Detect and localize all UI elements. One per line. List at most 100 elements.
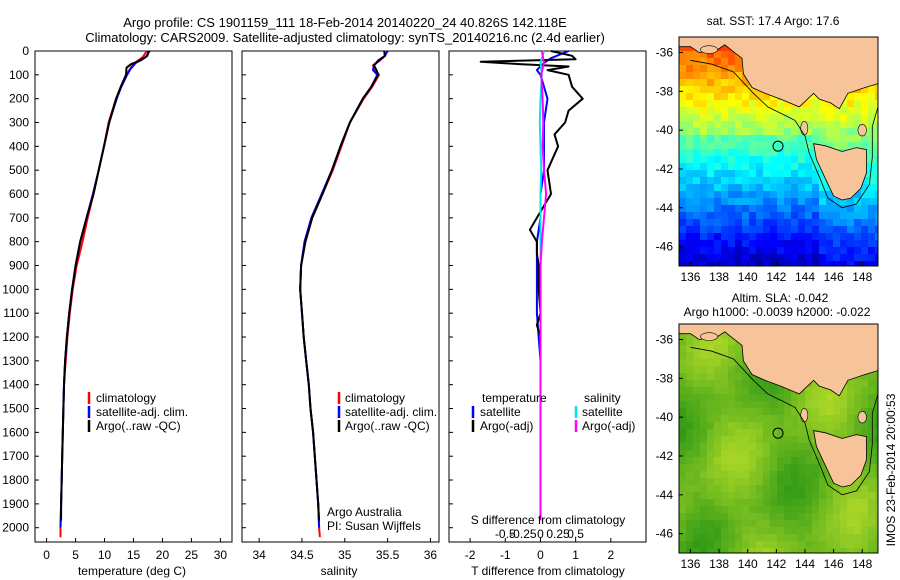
map-cell: [714, 506, 722, 514]
map-cell: [742, 100, 750, 108]
map-cell: [791, 541, 799, 549]
map-cell: [735, 205, 743, 213]
map-cell: [735, 261, 743, 266]
map-cell: [798, 219, 806, 227]
map-cell: [833, 513, 841, 521]
map-cell: [770, 506, 778, 514]
lat-tick-label: -36: [656, 333, 674, 347]
map-cell: [714, 72, 722, 80]
map-cell: [714, 443, 722, 451]
map-cell: [693, 436, 701, 444]
map-cell: [833, 142, 841, 150]
map-cell: [812, 443, 820, 451]
map-cell: [707, 338, 715, 346]
s-tick-label: -0.25: [509, 527, 537, 541]
map-cell: [749, 520, 757, 528]
map-cell: [742, 520, 750, 528]
x-tick-label: 15: [127, 548, 141, 562]
map-cell: [847, 219, 855, 227]
map-cell: [777, 499, 785, 507]
map-cell: [784, 149, 792, 157]
lat-tick-label: -44: [656, 488, 674, 502]
map-cell: [777, 191, 785, 199]
map-cell: [840, 205, 848, 213]
lat-tick-label: -38: [656, 84, 674, 98]
map-cell: [875, 492, 878, 500]
map-cell: [819, 513, 827, 521]
map-cell: [714, 387, 722, 395]
map-cell: [798, 163, 806, 171]
map-cell: [868, 436, 876, 444]
map-cell: [770, 534, 778, 542]
map-cell: [798, 177, 806, 185]
map-cell: [770, 520, 778, 528]
map-cell: [784, 457, 792, 465]
map-cell: [679, 464, 687, 472]
map-cell: [700, 394, 708, 402]
map-cell: [868, 422, 876, 430]
isobath-line: [690, 59, 878, 209]
map-cell: [791, 436, 799, 444]
map-cell: [875, 499, 878, 507]
map-cell: [861, 121, 869, 129]
map-cell: [868, 226, 876, 234]
map-cell: [742, 247, 750, 255]
map-cell: [679, 338, 687, 346]
map-cell: [749, 177, 757, 185]
legend-head-salinity: salinity: [584, 391, 621, 405]
map-cell: [700, 149, 708, 157]
map-cell: [819, 100, 827, 108]
sst-map: [679, 37, 878, 266]
map-cell: [728, 86, 736, 94]
map-cell: [812, 177, 820, 185]
map-cell: [826, 499, 834, 507]
map-cell: [728, 93, 736, 101]
map-cell: [819, 226, 827, 234]
map-cell: [728, 541, 736, 549]
profile-location-marker: [772, 140, 784, 152]
map-cell: [735, 121, 743, 129]
map-cell: [875, 100, 878, 108]
map-cell: [693, 65, 701, 73]
map-cell: [700, 548, 708, 553]
map-cell: [861, 471, 869, 479]
map-cell: [868, 219, 876, 227]
map-cell: [763, 443, 771, 451]
map-cell: [854, 520, 862, 528]
map-cell: [693, 93, 701, 101]
map-cell: [707, 471, 715, 479]
map-cell: [679, 534, 687, 542]
map-cell: [777, 254, 785, 262]
map-cell: [819, 422, 827, 430]
salinity-panel-frame: [241, 50, 440, 543]
map-cell: [763, 436, 771, 444]
map-cell: [700, 65, 708, 73]
map-cell: [770, 247, 778, 255]
map-cell: [735, 79, 743, 87]
map-cell: [728, 359, 736, 367]
map-cell: [728, 436, 736, 444]
temperature-axis-label: temperature (deg C): [78, 564, 186, 578]
map-cell: [805, 240, 813, 248]
map-cell: [791, 394, 799, 402]
map-cell: [868, 485, 876, 493]
map-cell: [784, 233, 792, 241]
land-island: [857, 124, 867, 137]
map-cell: [707, 205, 715, 213]
map-cell: [798, 450, 806, 458]
map-cell: [679, 233, 687, 241]
map-cell: [728, 128, 736, 136]
map-cell: [875, 177, 878, 185]
map-cell: [700, 366, 708, 374]
map-cell: [679, 366, 687, 374]
map-cell: [875, 93, 878, 101]
map-cell: [875, 478, 878, 486]
map-cell: [693, 471, 701, 479]
depth-tick-label: 100: [9, 68, 29, 82]
map-cell: [700, 79, 708, 87]
map-cell: [840, 415, 848, 423]
map-cell: [693, 149, 701, 157]
map-cell: [707, 429, 715, 437]
map-cell: [805, 485, 813, 493]
map-cell: [819, 177, 827, 185]
